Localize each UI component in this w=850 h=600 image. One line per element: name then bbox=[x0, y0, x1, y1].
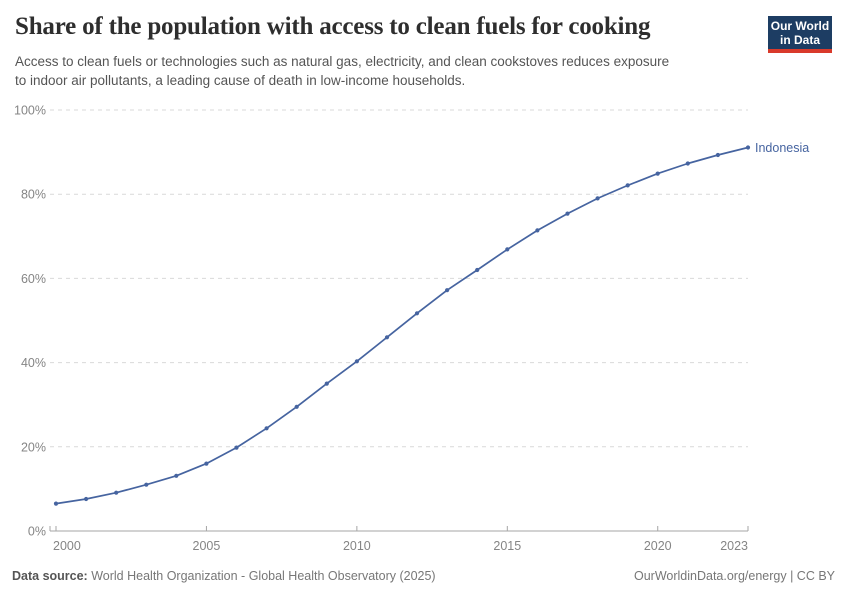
data-point-2015[interactable] bbox=[505, 247, 510, 252]
y-tick-label: 20% bbox=[21, 440, 46, 454]
chart-subtitle-line1: Access to clean fuels or technologies su… bbox=[15, 54, 670, 69]
data-point-2007[interactable] bbox=[264, 426, 269, 431]
data-point-2005[interactable] bbox=[204, 461, 209, 466]
data-point-2004[interactable] bbox=[174, 473, 179, 478]
y-tick-label: 100% bbox=[14, 104, 46, 118]
y-tick-label: 0% bbox=[28, 525, 46, 539]
series-label[interactable]: Indonesia bbox=[755, 141, 809, 155]
chart-subtitle: Access to clean fuels or technologies su… bbox=[15, 53, 775, 90]
footer-link[interactable]: OurWorldinData.org/energy | CC BY bbox=[633, 569, 835, 583]
owid-logo-line1: Our World bbox=[770, 19, 830, 33]
data-point-2008[interactable] bbox=[294, 404, 299, 409]
data-point-2016[interactable] bbox=[535, 228, 540, 233]
trend-line[interactable] bbox=[55, 146, 749, 505]
owid-logo-line2: in Data bbox=[779, 33, 820, 47]
data-point-2022[interactable] bbox=[715, 152, 721, 158]
data-point-2023[interactable] bbox=[745, 145, 751, 150]
data-point-2011[interactable] bbox=[384, 335, 390, 340]
data-point-2018[interactable] bbox=[595, 196, 600, 201]
chart-title: Share of the population with access to c… bbox=[15, 13, 651, 40]
data-point-2002[interactable] bbox=[114, 490, 119, 495]
data-point-2013[interactable] bbox=[445, 288, 450, 293]
y-tick-label: 80% bbox=[21, 188, 46, 202]
x-tick-label: 2005 bbox=[193, 539, 221, 553]
data-point-2014[interactable] bbox=[475, 267, 480, 273]
data-source-value: World Health Organization - Global Healt… bbox=[91, 569, 436, 583]
x-tick-label: 2010 bbox=[343, 539, 371, 553]
data-point-2012[interactable] bbox=[414, 311, 420, 316]
y-tick-label: 40% bbox=[21, 356, 46, 370]
data-point-2021[interactable] bbox=[685, 161, 690, 166]
owid-logo[interactable]: Our World in Data bbox=[768, 16, 832, 53]
data-point-2020[interactable] bbox=[655, 171, 660, 176]
data-point-2009[interactable] bbox=[324, 381, 329, 386]
x-tick-label: 2015 bbox=[493, 539, 521, 553]
x-tick-label: 2000 bbox=[53, 539, 81, 553]
y-tick-label: 60% bbox=[21, 272, 46, 286]
data-point-2000[interactable] bbox=[53, 501, 59, 506]
data-point-2019[interactable] bbox=[625, 183, 630, 188]
data-source: Data source: World Health Organization -… bbox=[12, 569, 436, 583]
data-point-2017[interactable] bbox=[565, 211, 570, 216]
data-point-2003[interactable] bbox=[144, 482, 149, 487]
x-tick-label: 2020 bbox=[644, 539, 672, 553]
x-tick-label: 2023 bbox=[720, 539, 748, 553]
data-point-2010[interactable] bbox=[354, 359, 359, 364]
chart-subtitle-line2: to indoor air pollutants, a leading caus… bbox=[15, 72, 466, 88]
data-point-2006[interactable] bbox=[234, 445, 239, 450]
data-source-label: Data source: bbox=[12, 569, 88, 583]
data-point-2001[interactable] bbox=[84, 496, 89, 502]
